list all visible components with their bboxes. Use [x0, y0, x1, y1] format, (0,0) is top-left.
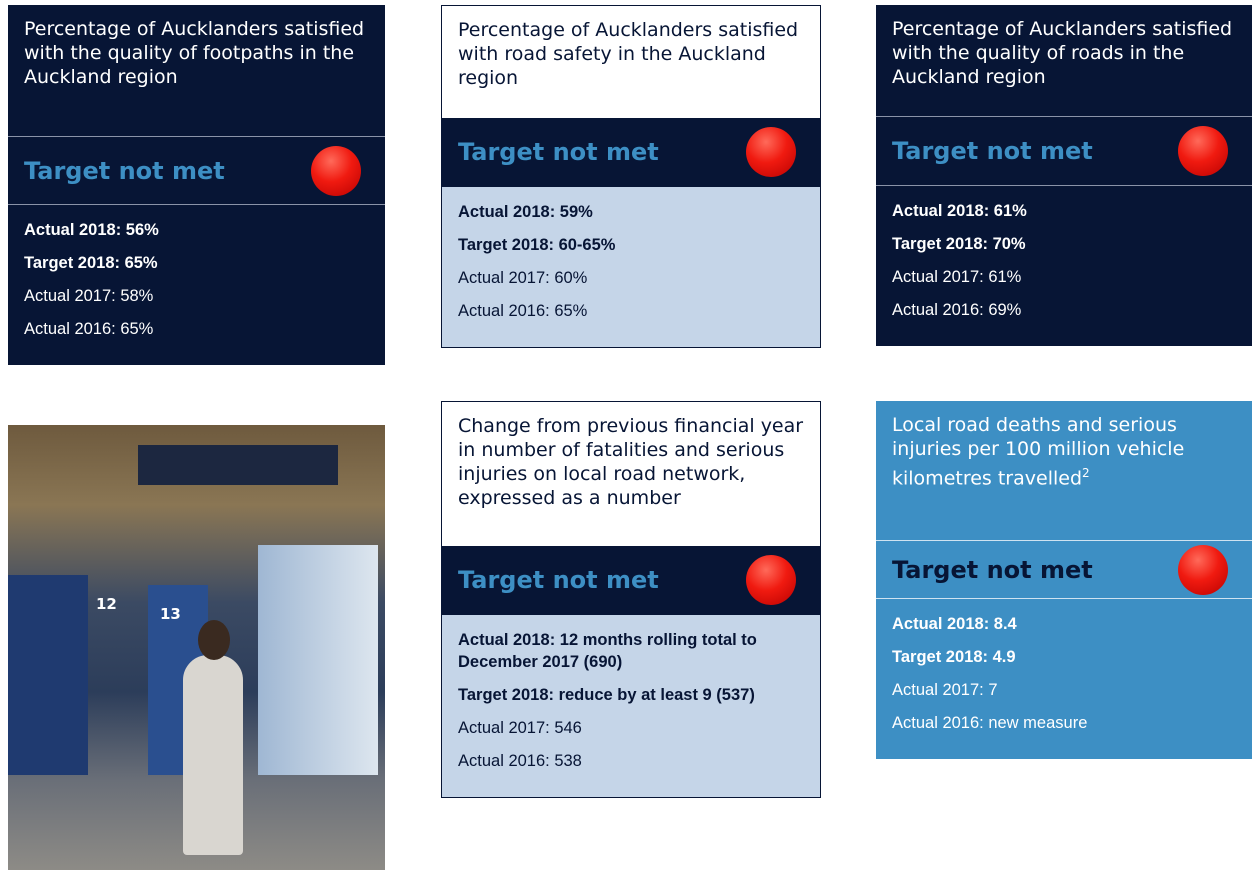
- footnote-ref: 2: [1082, 466, 1090, 480]
- card-title: Change from previous financial year in n…: [442, 402, 820, 546]
- title-text: Percentage of Aucklanders satisfied with…: [892, 18, 1233, 88]
- history-value: Actual 2016: 65%: [458, 302, 588, 320]
- title-text: Percentage of Aucklanders satisfied with…: [458, 19, 799, 89]
- highlight-value: Target 2018: 4.9: [892, 648, 1016, 666]
- title-text: Local road deaths and serious injuries p…: [892, 414, 1185, 490]
- gate-number: 12: [96, 595, 117, 613]
- values: Actual 2018: 12 months rolling total to …: [442, 615, 820, 797]
- gate-number: 13: [160, 605, 181, 623]
- highlight-value: Actual 2018: 56%: [24, 221, 159, 239]
- highlight-value: Target 2018: 70%: [892, 235, 1026, 253]
- highlight-value: Actual 2018: 12 months rolling total to …: [458, 631, 757, 671]
- values: Actual 2018: 8.4 Target 2018: 4.9 Actual 2…: [876, 599, 1252, 759]
- card-title: Percentage of Aucklanders satisfied with…: [442, 6, 820, 118]
- sign-board: [138, 445, 338, 485]
- kpi-card: Local road deaths and serious injuries p…: [876, 401, 1252, 759]
- status-indicator: [311, 145, 361, 196]
- title-text: Percentage of Aucklanders satisfied with…: [24, 18, 365, 88]
- values: Actual 2018: 56% Target 2018: 65% Actual 2…: [8, 205, 385, 365]
- status-band: Target not met: [8, 137, 385, 205]
- person: [183, 655, 243, 855]
- status-indicator: [746, 127, 796, 177]
- person-head: [198, 620, 230, 660]
- status-band: Target not met: [442, 118, 820, 187]
- window: [258, 545, 378, 775]
- highlight-value: Target 2018: reduce by at least 9 (537): [458, 686, 755, 704]
- photo: 12 13: [8, 425, 385, 870]
- history-value: Actual 2017: 58%: [24, 287, 154, 305]
- card-title: Percentage of Aucklanders satisfied with…: [8, 5, 385, 137]
- status-text: Target not met: [892, 555, 1093, 584]
- status-band: Target not met: [442, 546, 820, 615]
- status-text: Target not met: [24, 156, 225, 185]
- status-band: Target not met: [876, 541, 1252, 599]
- gate-pillar: [8, 575, 88, 775]
- card-title: Percentage of Aucklanders satisfied with…: [876, 5, 1252, 117]
- values: Actual 2018: 61% Target 2018: 70% Actual 2…: [876, 186, 1252, 346]
- status-band: Target not met: [876, 117, 1252, 186]
- kpi-card: Percentage of Aucklanders satisfied with…: [441, 5, 821, 348]
- history-value: Actual 2016: 538: [458, 752, 582, 770]
- history-value: Actual 2017: 7: [892, 681, 998, 699]
- history-value: Actual 2016: 65%: [24, 320, 154, 338]
- highlight-value: Actual 2018: 59%: [458, 203, 593, 221]
- highlight-value: Target 2018: 60-65%: [458, 236, 616, 254]
- kpi-card: Change from previous financial year in n…: [441, 401, 821, 798]
- status-indicator: [1178, 126, 1228, 176]
- status-text: Target not met: [458, 566, 659, 594]
- history-value: Actual 2016: 69%: [892, 301, 1022, 319]
- card-title: Local road deaths and serious injuries p…: [876, 401, 1252, 541]
- highlight-value: Target 2018: 65%: [24, 254, 158, 272]
- values: Actual 2018: 59% Target 2018: 60-65% Actua…: [442, 187, 820, 347]
- status-text: Target not met: [458, 138, 659, 166]
- status-indicator: [1178, 544, 1228, 595]
- history-value: Actual 2017: 61%: [892, 268, 1022, 286]
- kpi-card: Percentage of Aucklanders satisfied with…: [876, 5, 1252, 346]
- history-value: Actual 2017: 60%: [458, 269, 588, 287]
- status-indicator: [746, 555, 796, 605]
- kpi-card: Percentage of Aucklanders satisfied with…: [8, 5, 385, 365]
- status-text: Target not met: [892, 137, 1093, 165]
- title-text: Change from previous financial year in n…: [458, 415, 804, 509]
- history-value: Actual 2016: new measure: [892, 714, 1088, 732]
- history-value: Actual 2017: 546: [458, 719, 582, 737]
- highlight-value: Actual 2018: 8.4: [892, 615, 1017, 633]
- highlight-value: Actual 2018: 61%: [892, 202, 1027, 220]
